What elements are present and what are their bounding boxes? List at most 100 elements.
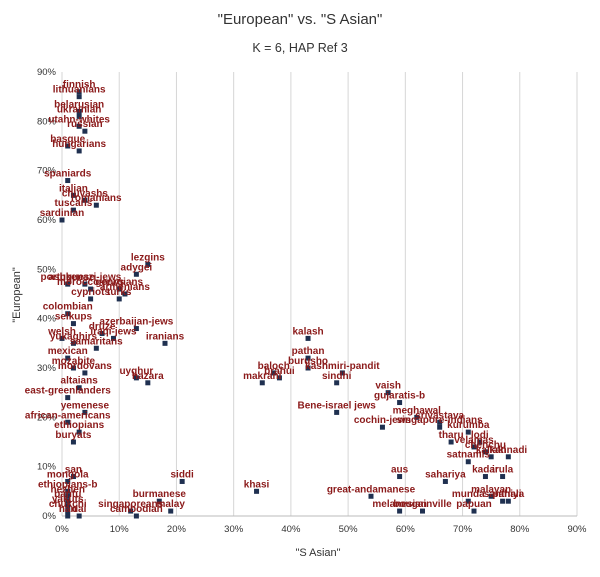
data-label: burmanese xyxy=(133,489,187,500)
data-point xyxy=(65,498,71,504)
data-label: meghawal xyxy=(393,405,442,416)
data-point xyxy=(334,380,340,386)
data-label: mexican xyxy=(48,346,88,357)
data-label: iranians xyxy=(146,331,185,342)
data-point xyxy=(65,281,71,287)
data-label: bantu xyxy=(54,489,81,500)
tick-layer: 0% 10% 20% 30% 40% 50% 60% 70% 80% 90% 0% 10% 20% 30%… xyxy=(37,67,587,535)
data-point xyxy=(500,498,506,504)
data-point xyxy=(254,488,260,494)
data-point xyxy=(76,429,82,435)
data-point xyxy=(448,439,454,445)
data-point xyxy=(505,454,511,460)
data-label: paniya xyxy=(492,489,524,500)
data-point xyxy=(65,178,71,184)
data-point xyxy=(76,89,82,95)
data-point xyxy=(76,94,82,100)
data-point xyxy=(471,444,477,450)
data-point xyxy=(465,429,471,435)
data-point xyxy=(93,345,99,351)
data-point xyxy=(259,380,265,386)
data-point xyxy=(334,409,340,415)
data-point xyxy=(65,143,71,149)
data-point xyxy=(65,508,71,514)
data-label: han xyxy=(59,504,77,515)
y-tick-label: 70% xyxy=(37,166,57,177)
data-label: san xyxy=(65,465,82,476)
data-point xyxy=(145,380,151,386)
data-point xyxy=(271,370,277,376)
data-label: adygei xyxy=(121,262,153,273)
data-label: Bene-israel jews xyxy=(297,400,376,411)
data-label: lezgins xyxy=(131,252,165,263)
data-label: samaritans xyxy=(70,336,123,347)
data-label: druze xyxy=(89,321,116,332)
data-point xyxy=(133,513,139,519)
data-point xyxy=(128,508,134,514)
data-point xyxy=(465,459,471,465)
data-label: dai xyxy=(72,504,87,515)
data-point xyxy=(442,478,448,484)
data-label: baloch xyxy=(258,361,290,372)
grid-layer xyxy=(61,72,578,517)
data-label: sardinian xyxy=(40,208,84,219)
data-label: mozabite xyxy=(52,356,96,367)
x-tick-label: 80% xyxy=(510,524,530,535)
x-tick-label: 60% xyxy=(396,524,416,535)
data-label: sindhi xyxy=(322,371,352,382)
data-point xyxy=(65,488,71,494)
data-point xyxy=(482,449,488,455)
data-label: mordovans xyxy=(58,361,112,372)
data-point xyxy=(82,370,88,376)
data-point xyxy=(500,474,506,480)
data-label: kannadi xyxy=(489,445,527,456)
data-label: chuvashs xyxy=(62,188,109,199)
data-label: cochin-jews xyxy=(354,415,412,426)
data-point xyxy=(133,271,139,277)
y-tick-label: 0% xyxy=(42,511,56,522)
data-point xyxy=(133,326,139,332)
data-label: buryats xyxy=(55,430,92,441)
data-point xyxy=(88,286,94,292)
data-point xyxy=(59,217,65,223)
data-point xyxy=(65,355,71,361)
data-point xyxy=(65,419,71,425)
data-label: russian xyxy=(67,119,103,130)
data-point xyxy=(305,335,311,341)
data-point xyxy=(385,390,391,396)
data-label: turks xyxy=(107,287,132,298)
data-point xyxy=(76,513,82,519)
data-label: ukrainian xyxy=(57,104,101,115)
y-tick-label: 50% xyxy=(37,264,57,275)
data-point xyxy=(76,113,82,119)
data-label: georgians xyxy=(95,277,143,288)
x-tick-label: 20% xyxy=(167,524,187,535)
data-label: morocco-jews xyxy=(57,277,125,288)
data-label: kurumba xyxy=(447,420,490,431)
data-label: uyghur xyxy=(119,366,153,377)
data-point xyxy=(82,197,88,203)
data-label: altaians xyxy=(61,376,99,387)
data-point xyxy=(116,286,122,292)
data-point xyxy=(82,281,88,287)
data-point xyxy=(65,493,71,499)
data-point xyxy=(145,261,151,267)
data-label: kadar xyxy=(472,465,499,476)
data-point xyxy=(488,454,494,460)
data-point xyxy=(70,474,76,480)
data-label: brahui xyxy=(264,366,295,377)
y-tick-label: 30% xyxy=(37,363,57,374)
y-tick-label: 40% xyxy=(37,314,57,325)
data-label: romanians xyxy=(71,193,122,204)
data-point xyxy=(397,474,403,480)
x-tick-label: 90% xyxy=(567,524,587,535)
data-point xyxy=(465,498,471,504)
data-label: munda xyxy=(452,489,485,500)
data-label: santhali xyxy=(484,489,522,500)
data-label: colombian xyxy=(43,302,93,313)
data-label: belarusian xyxy=(54,99,104,110)
data-point xyxy=(70,207,76,213)
